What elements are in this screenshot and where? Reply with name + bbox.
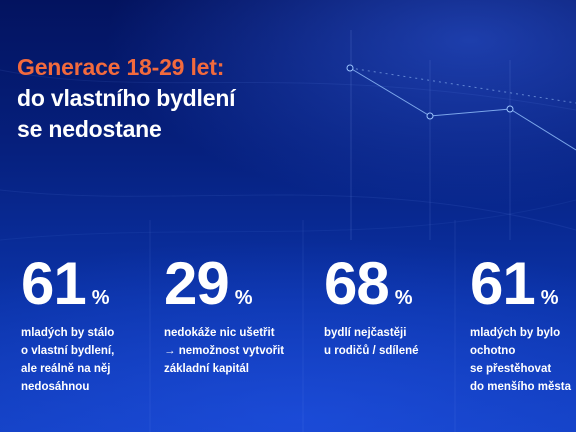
stat-description: mladých by stálo o vlastní bydlení, ale …	[21, 324, 151, 396]
headline-line-3: se nedostane	[17, 116, 162, 142]
headline-line-2: do vlastního bydlení	[17, 85, 236, 111]
trend-point	[506, 105, 514, 113]
stat-card-2: 29% nedokáže nic ušetřit → nemožnost vyt…	[164, 250, 284, 376]
percent-sign: %	[234, 287, 253, 309]
stat-description-line: se přestěhovat	[470, 363, 552, 375]
percent-sign: %	[91, 287, 110, 309]
stat-description-line: ochotno	[470, 345, 516, 357]
stat-value: 68	[324, 250, 390, 317]
stat-description-line: u rodičů / sdílené	[324, 345, 419, 357]
stat-card-1: 61% mladých by stálo o vlastní bydlení, …	[21, 250, 114, 394]
stat-value: 61	[21, 250, 87, 317]
stat-description: nedokáže nic ušetřit → nemožnost vytvoři…	[164, 324, 294, 378]
stat-value: 61	[470, 250, 536, 317]
stat-description-line: ale reálně na něj	[21, 363, 111, 375]
stat-description-line: základní kapitál	[164, 363, 250, 375]
stat-value: 29	[164, 250, 230, 317]
stat-description-line: bydlí nejčastěji	[324, 327, 407, 339]
trend-point	[426, 112, 434, 120]
stat-description: mladých by bylo ochotno se přestěhovat d…	[470, 324, 576, 396]
stat-description-line: mladých by bylo	[470, 327, 561, 339]
stat-description: bydlí nejčastěji u rodičů / sdílené	[324, 324, 454, 360]
stat-description-line: nedosáhnou	[21, 381, 90, 393]
percent-sign: %	[394, 287, 413, 309]
stat-card-4: 61% mladých by bylo ochotno se přestěhov…	[470, 250, 571, 394]
stat-description-line: o vlastní bydlení,	[21, 345, 115, 357]
stat-description-line: do menšího města	[470, 381, 571, 393]
stat-description-line: nedokáže nic ušetřit	[164, 327, 275, 339]
headline-accent: Generace 18-29 let:	[17, 54, 225, 80]
percent-sign: %	[540, 287, 559, 309]
headline: Generace 18-29 let: do vlastního bydlení…	[17, 52, 236, 145]
stat-description-line: mladých by stálo	[21, 327, 115, 339]
stat-card-3: 68% bydlí nejčastěji u rodičů / sdílené	[324, 250, 419, 358]
stat-description-line: → nemožnost vytvořit	[164, 345, 285, 357]
trend-point	[346, 64, 354, 72]
